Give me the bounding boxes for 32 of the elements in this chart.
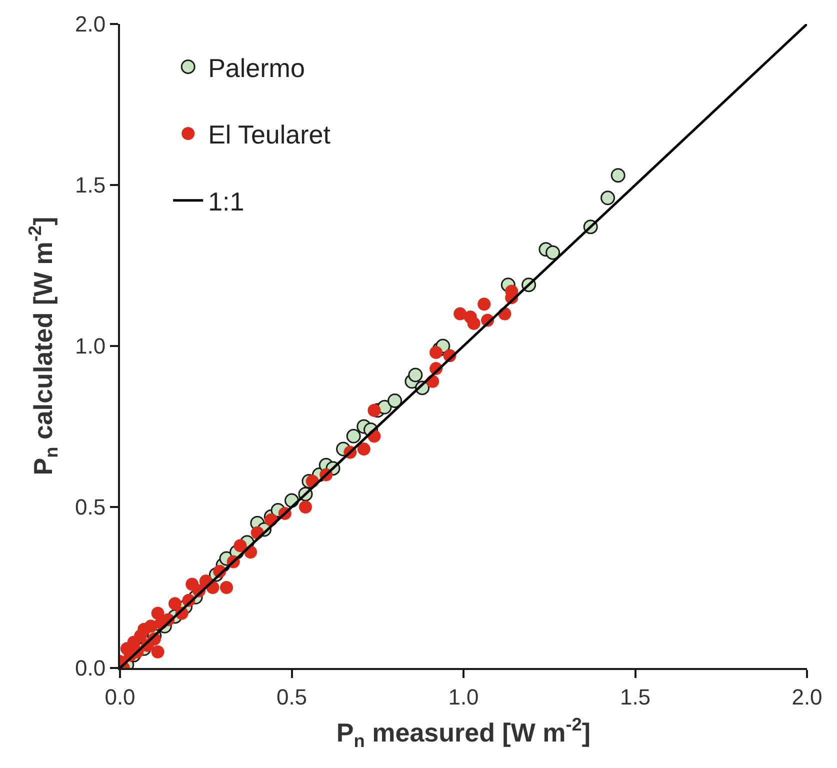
- y-tick-label: 0.5: [75, 494, 106, 520]
- x-tick-label: 1.0: [448, 684, 479, 710]
- point: [610, 168, 626, 183]
- point: [388, 393, 402, 408]
- point: [368, 404, 381, 417]
- point: [546, 245, 560, 260]
- legend-label: El Teularet: [208, 120, 332, 150]
- point: [168, 597, 182, 610]
- x-tick-label: 1.5: [620, 684, 651, 710]
- legend-label: Palermo: [208, 52, 305, 83]
- point: [144, 620, 158, 633]
- x-tick-label: 2.0: [792, 684, 822, 710]
- point: [346, 428, 361, 444]
- y-tick-label: 1.0: [75, 334, 106, 359]
- x-tick-label: 0.0: [104, 684, 136, 710]
- point: [298, 500, 312, 514]
- point: [234, 539, 247, 552]
- y-tick-label: 2.0: [75, 12, 106, 37]
- y-tick-label: 0.0: [75, 656, 106, 681]
- point: [600, 190, 616, 206]
- y-tick-label: 1.5: [75, 172, 106, 198]
- point: [357, 442, 370, 456]
- point: [454, 307, 467, 320]
- x-axis-title: P$_{n}$ measured [W m$^{-2}$]: [336, 714, 591, 752]
- point: [467, 316, 480, 330]
- legend-label: 1:1: [208, 186, 244, 216]
- point: [430, 346, 443, 359]
- point: [408, 368, 423, 382]
- point: [220, 581, 233, 594]
- point: [478, 298, 491, 311]
- point: [151, 645, 164, 658]
- x-tick-label: 0.5: [276, 684, 308, 710]
